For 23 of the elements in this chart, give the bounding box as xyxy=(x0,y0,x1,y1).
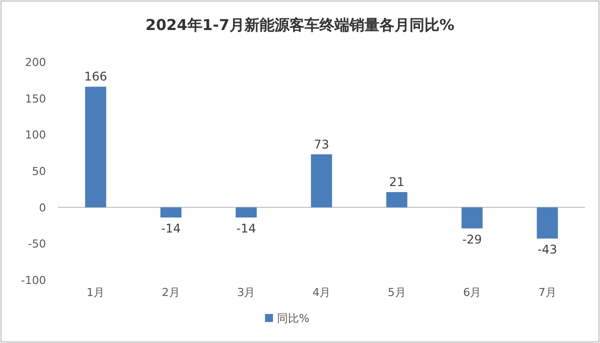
x-tick-label: 2月 xyxy=(162,286,180,299)
y-tick-label: 150 xyxy=(25,92,46,106)
x-tick-label: 6月 xyxy=(463,286,482,299)
y-tick-label: 0 xyxy=(39,201,46,214)
data-label: 21 xyxy=(389,175,404,190)
data-label: 166 xyxy=(84,70,108,84)
x-tick-label: 7月 xyxy=(538,286,556,299)
data-label: 73 xyxy=(314,137,330,152)
y-tick-label: 100 xyxy=(25,128,46,142)
x-tick-label: 1月 xyxy=(86,286,105,299)
data-label: -14 xyxy=(236,222,256,236)
y-tick-label: -50 xyxy=(28,238,46,251)
x-tick-label: 5月 xyxy=(388,286,406,299)
data-label: -14 xyxy=(161,222,181,236)
y-tick-label: 200 xyxy=(25,56,46,69)
legend-label: 同比% xyxy=(277,312,310,325)
data-label: -29 xyxy=(462,232,482,246)
y-tick-label: 50 xyxy=(32,165,46,178)
x-tick-label: 4月 xyxy=(312,286,330,299)
data-label: -43 xyxy=(538,242,558,257)
y-tick-label: -100 xyxy=(21,274,46,287)
chart-title: 2024年1-7月新能源客车终端销量各月同比% xyxy=(146,16,454,34)
x-tick-label: 3月 xyxy=(237,286,256,299)
